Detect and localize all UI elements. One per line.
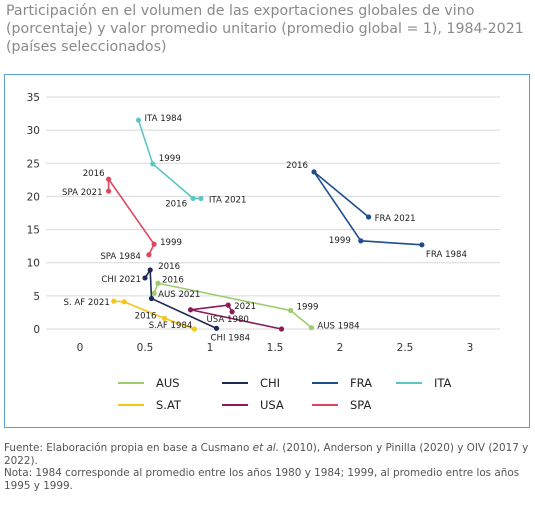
- data-point: [366, 214, 372, 220]
- data-point: [187, 307, 194, 313]
- data-label: 2016: [286, 161, 308, 171]
- chart-title: Participación en el volumen de las expor…: [6, 3, 524, 55]
- legend-label: S.AT: [156, 398, 182, 412]
- data-label: 1999: [329, 236, 351, 246]
- x-tick-label: 0.5: [137, 342, 154, 354]
- data-label: 2016: [158, 262, 180, 272]
- data-label: AUS 1984: [317, 322, 359, 332]
- y-tick-label: 15: [27, 225, 40, 237]
- data-point: [419, 242, 425, 248]
- data-label: S. AF 2021: [63, 298, 109, 308]
- data-point: [146, 252, 152, 258]
- legend-label: ITA: [434, 376, 452, 390]
- data-point: [191, 326, 197, 332]
- series-line-spa: [107, 176, 156, 256]
- footer: Fuente: Elaboración propia en base a Cus…: [4, 442, 532, 492]
- data-label: CHI 2021: [101, 275, 141, 285]
- data-point: [147, 267, 153, 273]
- data-point: [148, 295, 155, 302]
- data-point: [278, 326, 285, 332]
- data-label: 2016: [83, 169, 105, 179]
- series-line-sat: [113, 300, 195, 330]
- x-tick-label: 3: [467, 342, 474, 354]
- data-label: ITA 2021: [209, 195, 247, 205]
- data-point: [151, 241, 157, 247]
- x-tick-label: 1.5: [267, 342, 284, 354]
- series-line-aus: [153, 282, 312, 329]
- data-point: [190, 195, 196, 202]
- data-point: [308, 325, 314, 331]
- data-label: 1999: [160, 238, 182, 248]
- data-point: [229, 309, 235, 315]
- data-label: FRA 2021: [375, 214, 416, 224]
- data-point: [213, 325, 220, 331]
- data-point: [135, 117, 142, 123]
- source-note: Fuente: Elaboración propia en base a Cus…: [4, 442, 529, 467]
- legend-label: SPA: [350, 398, 371, 412]
- series-line-usa: [190, 304, 282, 330]
- data-point: [288, 307, 294, 314]
- legend-label: USA: [260, 398, 284, 412]
- x-tick-label: 2: [337, 342, 344, 354]
- data-label: 1999: [159, 154, 181, 164]
- x-tick-label: 2.5: [397, 342, 414, 354]
- y-tick-label: 10: [27, 258, 40, 270]
- legend-label: AUS: [156, 376, 180, 390]
- data-point: [198, 195, 204, 202]
- data-label: 2016: [162, 275, 184, 285]
- chart-frame: [4, 74, 530, 428]
- data-label: CHI 1984: [211, 333, 251, 343]
- note: Nota: 1984 corresponde al promedio entre…: [4, 467, 520, 492]
- legend-label: CHI: [260, 376, 280, 390]
- data-point: [142, 275, 148, 281]
- data-point: [161, 315, 168, 321]
- y-tick-label: 0: [33, 324, 40, 336]
- y-tick-label: 30: [27, 125, 40, 137]
- y-tick-label: 20: [27, 191, 40, 203]
- legend-label: FRA: [350, 376, 372, 390]
- x-tick-label: 0: [77, 342, 84, 354]
- data-point: [311, 169, 317, 175]
- series-line-ita: [137, 119, 201, 200]
- data-label: SPA 2021: [62, 188, 103, 198]
- series-line-fra: [313, 171, 422, 246]
- data-label: FRA 1984: [426, 250, 467, 260]
- data-label: S.AF 1984: [149, 321, 193, 331]
- data-point: [106, 188, 112, 194]
- data-label: 2021: [234, 302, 256, 312]
- y-tick-label: 25: [27, 158, 40, 170]
- data-label: SPA 1984: [100, 252, 141, 262]
- data-label: 2016: [165, 199, 187, 209]
- data-point: [111, 298, 117, 304]
- data-point: [150, 161, 156, 167]
- data-label: 1999: [297, 302, 319, 312]
- y-tick-label: 35: [27, 92, 40, 104]
- series-line-chi: [144, 267, 217, 330]
- data-point: [106, 176, 112, 182]
- data-point: [155, 280, 161, 286]
- data-label: USA 1980: [207, 315, 249, 325]
- x-tick-label: 1: [207, 342, 214, 354]
- data-label: AUS 2021: [158, 290, 200, 300]
- data-point: [225, 302, 231, 308]
- data-label: 2016: [135, 311, 157, 321]
- data-point: [121, 299, 127, 305]
- data-point: [151, 290, 157, 296]
- y-tick-label: 5: [33, 291, 40, 303]
- data-label: ITA 1984: [145, 114, 183, 124]
- data-point: [358, 238, 364, 244]
